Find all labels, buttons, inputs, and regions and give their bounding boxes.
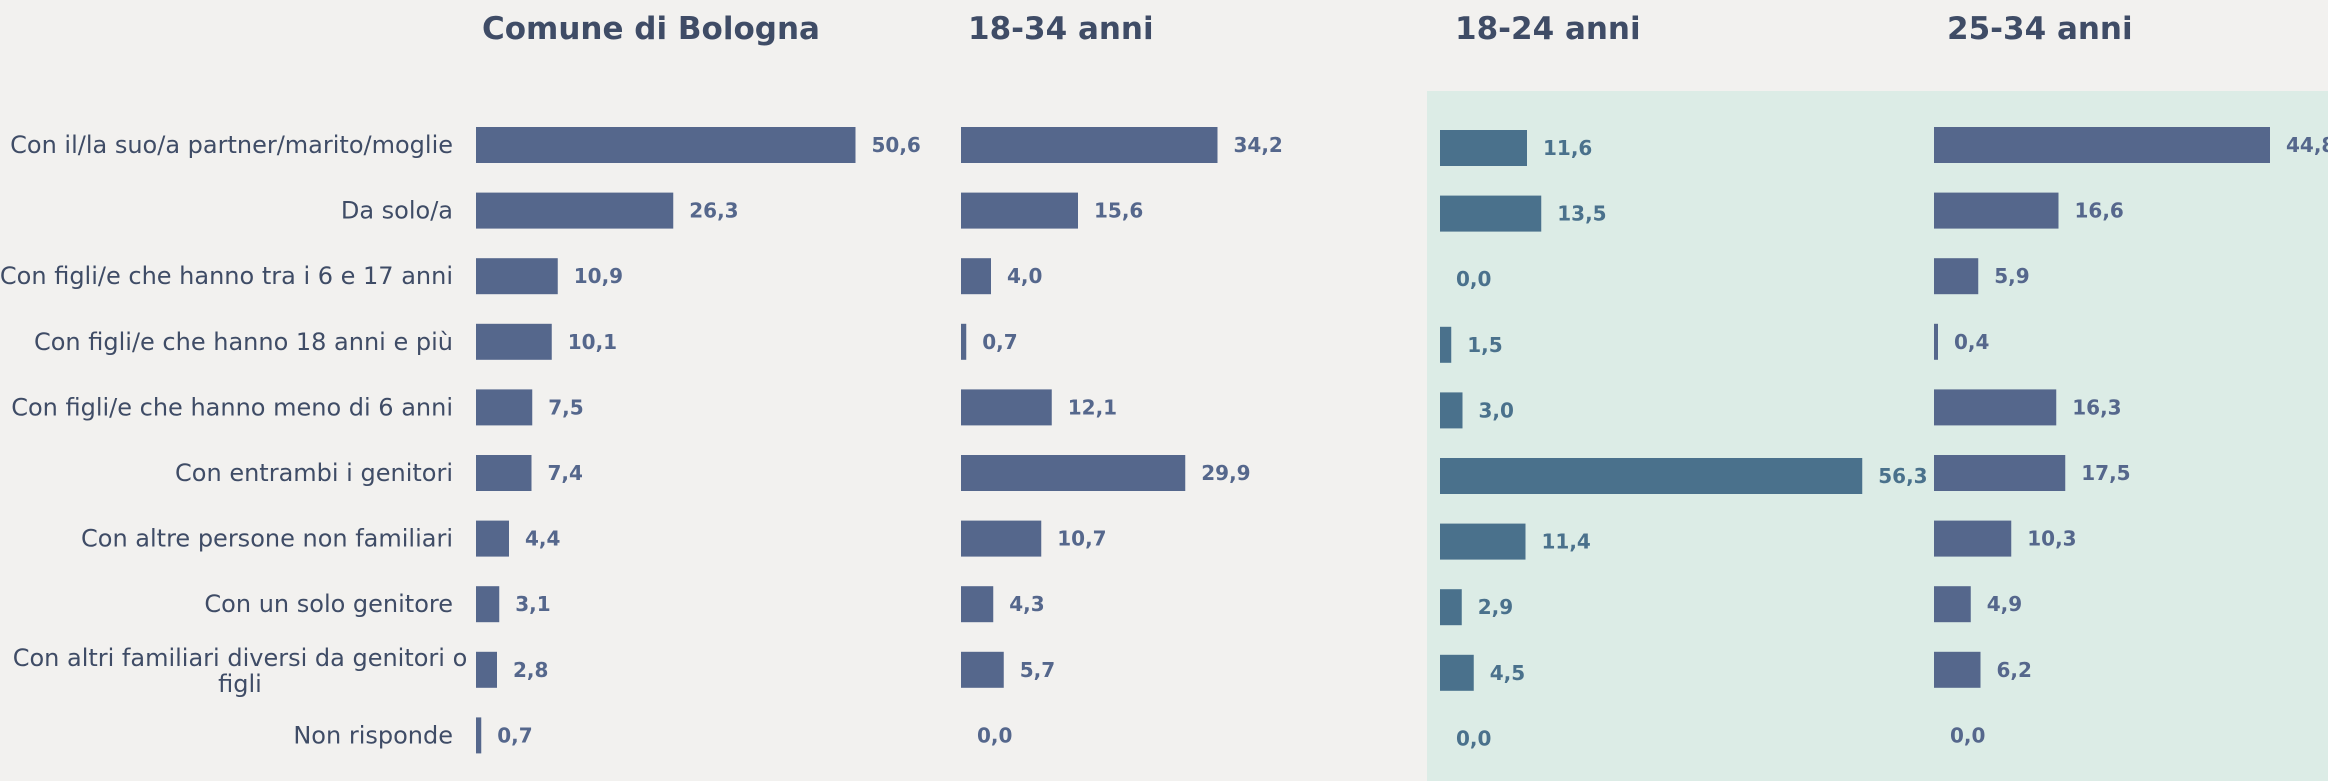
value-label: 15,6: [1094, 199, 1143, 223]
value-label: 7,4: [548, 461, 583, 485]
bar: [961, 389, 1052, 426]
panel-title: 18-24 anni: [1455, 11, 1641, 47]
value-label: 0,7: [497, 723, 532, 747]
value-label: 17,5: [2081, 461, 2130, 485]
value-label: 5,9: [1994, 264, 2029, 288]
bar: [961, 520, 1042, 557]
panel-title: 25-34 anni: [1947, 11, 2133, 47]
highlight-panel-background: [1427, 91, 2328, 781]
value-label: 10,3: [2027, 527, 2076, 551]
category-label: Da solo/a: [341, 197, 453, 225]
value-label: 3,0: [1479, 398, 1514, 422]
category-label: Con altre persone non familiari: [81, 525, 453, 553]
bar: [1440, 195, 1542, 232]
bar: [1934, 258, 1979, 295]
value-label: 11,6: [1543, 136, 1592, 160]
value-label: 56,3: [1878, 464, 1927, 488]
bar: [961, 651, 1004, 688]
category-label: Con altri familiari diversi da genitori …: [13, 644, 468, 698]
bar: [476, 192, 674, 229]
value-label: 2,8: [513, 658, 548, 682]
bar: [476, 389, 533, 426]
value-label: 4,0: [1007, 264, 1042, 288]
category-label: Con figli/e che hanno meno di 6 anni: [11, 393, 453, 421]
bar: [1934, 651, 1981, 688]
value-label: 4,4: [525, 527, 560, 551]
value-label: 7,5: [548, 395, 583, 419]
value-label: 0,4: [1954, 330, 1989, 354]
bar: [1934, 586, 1971, 623]
value-label: 4,3: [1009, 592, 1044, 616]
value-label: 0,7: [982, 330, 1017, 354]
value-label: 26,3: [689, 199, 738, 223]
bar: [1440, 392, 1463, 429]
bar: [1934, 192, 2059, 229]
value-label: 44,8: [2286, 133, 2328, 157]
value-label: 16,6: [2075, 199, 2124, 223]
category-label: Con un solo genitore: [204, 590, 453, 618]
bar: [1440, 458, 1863, 494]
value-label: 10,1: [568, 330, 617, 354]
bar: [961, 127, 1218, 163]
bar: [476, 586, 500, 623]
value-label: 4,5: [1490, 661, 1525, 685]
bar: [1440, 589, 1462, 626]
value-label: 3,1: [515, 592, 550, 616]
value-label: 0,0: [1456, 726, 1491, 750]
value-label: 10,7: [1057, 527, 1106, 551]
bar: [476, 323, 552, 360]
bar: [961, 586, 994, 623]
value-label: 0,0: [1456, 267, 1491, 291]
value-label: 6,2: [1997, 658, 2032, 682]
bar: [1440, 523, 1526, 560]
bar: [961, 455, 1186, 491]
bar: [476, 127, 856, 163]
value-label: 0,0: [977, 723, 1012, 747]
panel-title: 18-34 anni: [968, 11, 1154, 47]
bar: [476, 717, 482, 754]
value-label: 34,2: [1234, 133, 1283, 157]
bar: [961, 192, 1078, 229]
bar: [476, 258, 558, 295]
bar: [961, 323, 967, 360]
value-label: 16,3: [2072, 395, 2121, 419]
value-label: 5,7: [1020, 658, 1055, 682]
category-label: Con entrambi i genitori: [175, 459, 453, 487]
bar: [476, 455, 532, 491]
value-label: 29,9: [1201, 461, 1250, 485]
bar: [1440, 654, 1474, 691]
value-label: 1,5: [1467, 333, 1502, 357]
bar: [1934, 323, 1938, 360]
bar: [1934, 389, 2057, 426]
bar: [476, 520, 509, 557]
value-label: 11,4: [1542, 530, 1591, 554]
value-label: 10,9: [574, 264, 623, 288]
category-label: Non risponde: [293, 721, 453, 749]
value-label: 4,9: [1987, 592, 2022, 616]
panel-title: Comune di Bologna: [482, 11, 820, 47]
bar: [1440, 130, 1527, 166]
bar: [961, 258, 991, 295]
bar: [1934, 520, 2012, 557]
value-label: 0,0: [1950, 723, 1985, 747]
bar: [1934, 127, 2270, 163]
bar: [476, 651, 497, 688]
bar: [1440, 326, 1452, 363]
value-label: 12,1: [1068, 395, 1117, 419]
value-label: 13,5: [1557, 202, 1606, 226]
value-label: 2,9: [1478, 595, 1513, 619]
value-label: 50,6: [872, 133, 921, 157]
category-label: Con il/la suo/a partner/marito/moglie: [10, 131, 453, 159]
category-label: Con figli/e che hanno tra i 6 e 17 anni: [0, 262, 453, 290]
bar: [1934, 455, 2066, 491]
category-label: Con figli/e che hanno 18 anni e più: [34, 328, 453, 356]
